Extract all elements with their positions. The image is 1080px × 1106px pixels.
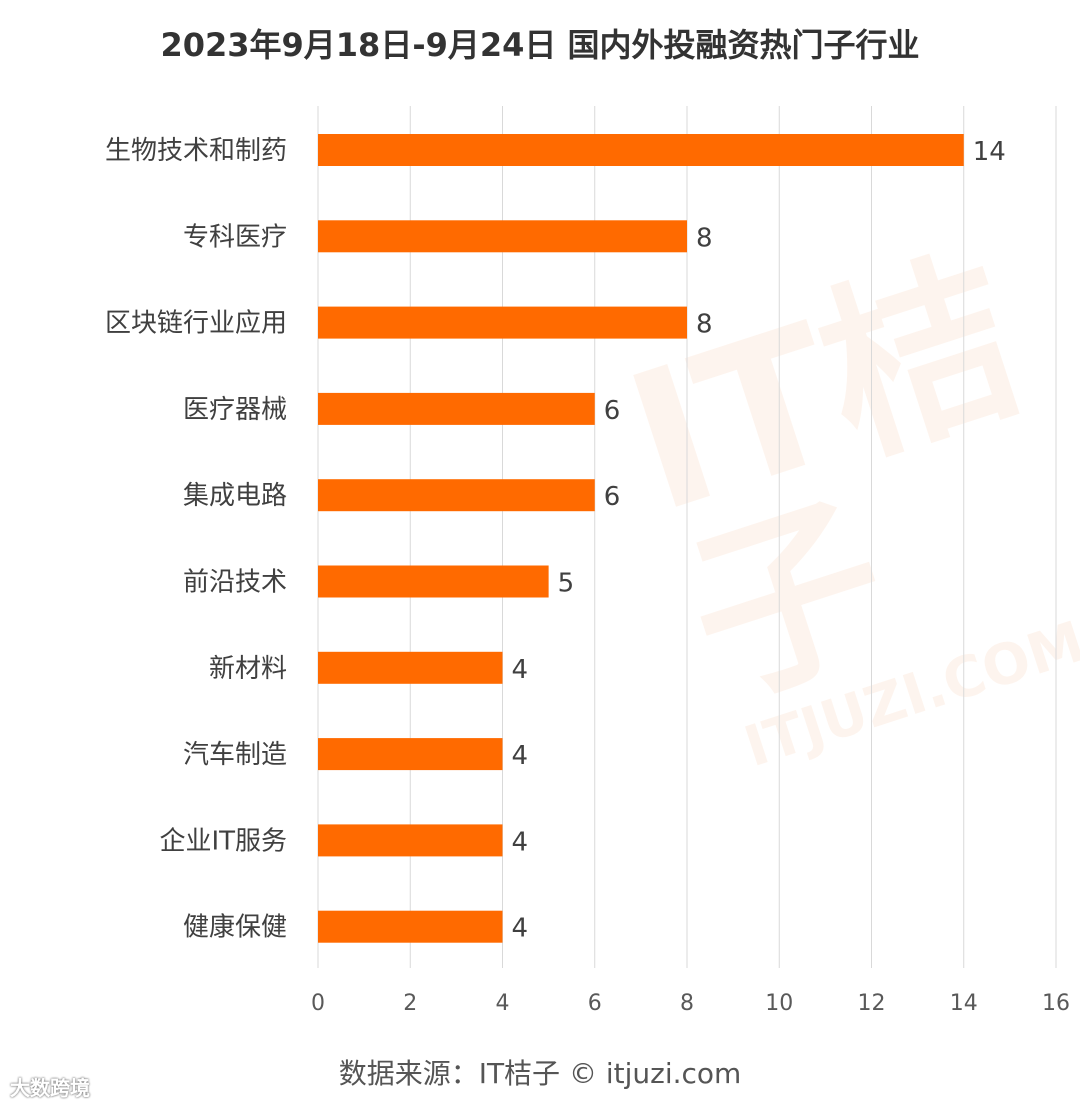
category-label: 生物技术和制药 [105, 136, 287, 166]
category-label: 集成电路 [183, 481, 287, 511]
bar [318, 479, 595, 512]
bar [318, 565, 549, 598]
category-label: 健康保健 [183, 913, 287, 943]
x-tick-label: 4 [496, 991, 510, 1016]
data-label: 4 [512, 655, 529, 685]
brand-watermark: 大数跨境 [10, 1076, 90, 1100]
data-label: 6 [604, 482, 621, 512]
bar [318, 306, 687, 339]
x-tick-label: 12 [858, 991, 886, 1016]
bar [318, 220, 687, 253]
data-labels: 14 8 8 6 6 5 4 4 4 4 [512, 137, 1006, 944]
bar [318, 651, 503, 684]
chart-title: 2023年9月18日-9月24日 国内外投融资热门子行业 [160, 26, 920, 64]
bar [318, 392, 595, 425]
x-tick-label: 6 [588, 991, 602, 1016]
category-label: 前沿技术 [183, 568, 287, 598]
data-label: 4 [512, 827, 529, 857]
bar [318, 134, 964, 166]
x-tick-label: 2 [403, 991, 417, 1016]
category-label: 企业IT服务 [159, 826, 287, 856]
x-tick-label: 0 [311, 991, 325, 1016]
x-axis-ticks: 0 2 4 6 8 10 12 14 16 [311, 991, 1070, 1016]
x-tick-label: 8 [680, 991, 694, 1016]
data-label: 4 [512, 741, 529, 771]
category-label: 新材料 [209, 654, 287, 684]
category-label: 医疗器械 [183, 395, 287, 425]
bars [318, 134, 964, 943]
x-tick-label: 16 [1042, 991, 1070, 1016]
x-tick-label: 10 [765, 991, 793, 1016]
category-label: 区块链行业应用 [105, 309, 287, 339]
data-label: 14 [973, 137, 1006, 167]
x-tick-label: 14 [950, 991, 978, 1016]
bar [318, 738, 503, 771]
bar [318, 910, 503, 943]
bar [318, 824, 503, 857]
data-label: 6 [604, 396, 621, 426]
data-label: 8 [696, 310, 713, 340]
category-label: 专科医疗 [183, 222, 287, 252]
category-labels: 生物技术和制药专科医疗区块链行业应用医疗器械集成电路前沿技术新材料汽车制造企业I… [105, 136, 287, 943]
data-label: 4 [512, 914, 529, 944]
source-note: 数据来源：IT桔子 © itjuzi.com [338, 1057, 742, 1090]
category-label: 汽车制造 [183, 740, 287, 770]
data-label: 8 [696, 223, 713, 253]
data-label: 5 [558, 569, 575, 599]
